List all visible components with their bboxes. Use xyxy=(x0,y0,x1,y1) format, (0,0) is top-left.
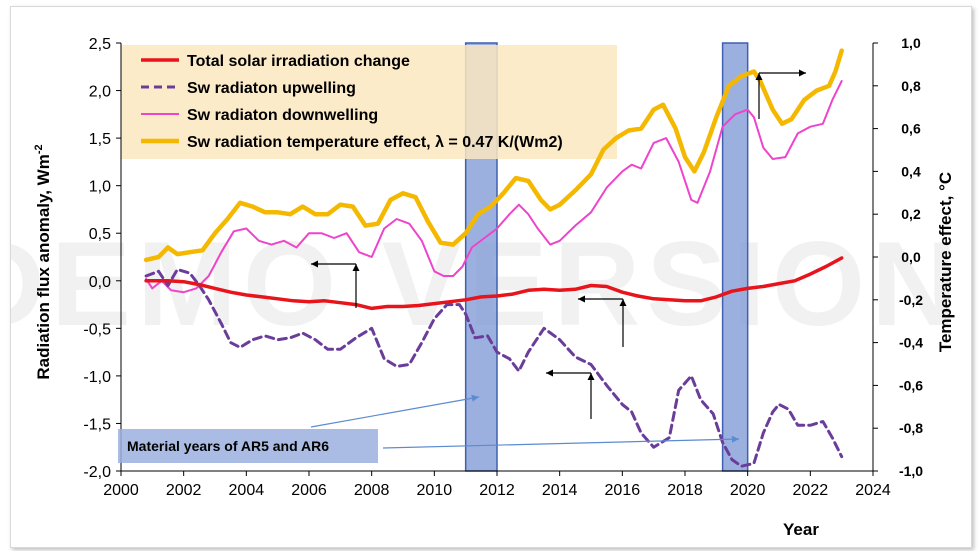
y2-tick-label: -1,0 xyxy=(899,463,923,479)
legend-label-3: Sw radiaton downwelling xyxy=(187,107,378,124)
x-tick-label: 2014 xyxy=(542,482,578,499)
series-line-1 xyxy=(144,256,844,311)
annotation-arrow xyxy=(382,435,740,449)
legend-background xyxy=(121,45,617,159)
y2-tick-label: -0,4 xyxy=(899,335,923,351)
y-tick-label: -0,5 xyxy=(83,321,111,338)
legend-label-1: Total solar irradiation change xyxy=(187,53,410,70)
x-tick-label: 2004 xyxy=(229,482,265,499)
chart-svg: DEMO VERSION Total solar irradiation cha… xyxy=(11,35,958,539)
chart-frame: DEMO VERSION Total solar irradiation cha… xyxy=(10,6,972,548)
y-tick-label: 2,5 xyxy=(89,36,111,53)
y-axis-title-text: Radiation flux anomaly, Wm xyxy=(34,154,53,379)
x-tick-label: 2022 xyxy=(793,482,829,499)
note-box xyxy=(118,429,378,463)
y2-tick-label: -0,2 xyxy=(899,292,923,308)
y-tick-label: 1,0 xyxy=(89,179,111,196)
x-tick-label: 2006 xyxy=(291,482,327,499)
y2-tick-label: 0,2 xyxy=(901,206,921,222)
y-axis-title-superscript: -2 xyxy=(33,144,45,154)
series-line-4 xyxy=(143,48,844,263)
note-text: Material years of AR5 and AR6 xyxy=(127,438,329,454)
y2-axis-title: Temperature effect, °C xyxy=(936,172,955,352)
y-tick-label: -1,0 xyxy=(83,369,111,386)
x-tick-label: 2008 xyxy=(354,482,390,499)
x-tick-label: 2018 xyxy=(667,482,703,499)
x-tick-label: 2024 xyxy=(855,482,891,499)
x-tick-label: 2010 xyxy=(417,482,453,499)
series-line-2 xyxy=(144,267,844,468)
y2-tick-label: 0,6 xyxy=(901,121,921,137)
x-axis-title: Year xyxy=(783,520,819,539)
y2-tick-label: 0,8 xyxy=(901,78,921,94)
y-tick-label: 0,0 xyxy=(89,274,111,291)
x-tick-label: 2016 xyxy=(605,482,641,499)
legend-label-4: Sw radiation temperature effect, λ = 0.4… xyxy=(187,134,563,151)
x-tick-label: 2002 xyxy=(166,482,202,499)
y-tick-label: 1,5 xyxy=(89,131,111,148)
y2-tick-label: 0,4 xyxy=(901,163,921,179)
y2-tick-label: 1,0 xyxy=(901,35,921,51)
highlight-band-2 xyxy=(721,42,749,472)
y-axis-title: Radiation flux anomaly, Wm-2 xyxy=(33,144,53,379)
y-tick-label: 2,0 xyxy=(89,84,111,101)
y-tick-label: -2,0 xyxy=(83,464,111,481)
x-tick-label: 2020 xyxy=(730,482,766,499)
y2-tick-label: -0,6 xyxy=(899,377,923,393)
legend-label-2: Sw radiaton upwelling xyxy=(187,80,356,97)
x-tick-label: 2012 xyxy=(479,482,515,499)
y2-tick-label: -0,8 xyxy=(899,420,923,436)
series-line-3 xyxy=(145,80,843,294)
y2-tick-label: 0,0 xyxy=(901,249,921,265)
x-tick-label: 2000 xyxy=(103,482,139,499)
annotation-arrow xyxy=(310,394,480,428)
y-tick-label: 0,5 xyxy=(89,226,111,243)
y-tick-label: -1,5 xyxy=(83,416,111,433)
